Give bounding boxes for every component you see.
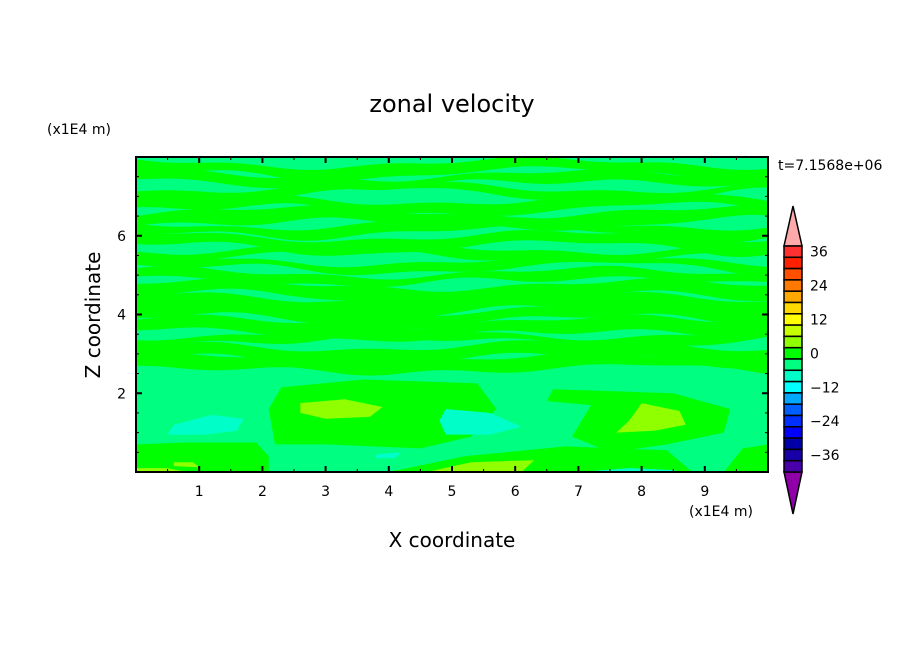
colorbar-swatch: [783, 335, 803, 349]
colorbar-swatch: [783, 358, 803, 372]
colorbar-tick-label: −12: [810, 380, 840, 396]
x-axis-label: X coordinate: [389, 528, 516, 552]
colorbar-swatch: [783, 290, 803, 304]
colorbar-swatch: [783, 256, 803, 270]
contour-band-positive: [136, 217, 768, 243]
contour-band-positive: [136, 302, 768, 329]
colorbar-swatch: [783, 369, 803, 383]
contour-band-positive: [136, 253, 768, 278]
colorbar-swatch: [783, 414, 803, 428]
x-unit-label: (x1E4 m): [689, 504, 753, 520]
colorbar-tick-label: 0: [810, 346, 819, 362]
y-tick-label: 2: [117, 386, 126, 402]
x-tick-label: 3: [321, 484, 330, 500]
contour-band-positive: [136, 265, 768, 288]
contour-band-positive: [136, 326, 768, 347]
contour-region: [723, 444, 768, 472]
x-tick-label: 6: [511, 484, 520, 500]
chart-title: zonal velocity: [369, 90, 534, 118]
colorbar-tick-label: 24: [810, 279, 828, 295]
y-tick-label: 4: [117, 308, 126, 324]
y-axis-label: Z coordinate: [81, 252, 105, 379]
colorbar-swatch: [783, 346, 803, 360]
axis-ticks: 1 2 3 4 5 6 7 8 9 2 4 6: [117, 156, 769, 500]
colorbar-swatch: [783, 267, 803, 281]
contour-region: [616, 403, 686, 433]
contour-band-positive: [136, 194, 768, 216]
x-tick-label: 1: [195, 484, 204, 500]
contour-region: [173, 462, 200, 468]
x-tick-label: 8: [637, 484, 646, 500]
x-tick-label: 5: [448, 484, 457, 500]
contour-band-positive: [136, 168, 768, 190]
colorbar-tick-label: −24: [810, 414, 840, 430]
contour-region: [136, 442, 269, 472]
contour-layer: [136, 157, 768, 472]
colorbar-swatch: [783, 324, 803, 338]
x-tick-label: 7: [574, 484, 583, 500]
time-label: t=7.1568e+06: [778, 158, 882, 174]
contour-band-positive: [136, 351, 768, 376]
contour-region: [300, 399, 383, 419]
colorbar-swatch: [783, 426, 803, 439]
colorbar-swatch: [783, 437, 803, 451]
contour-region: [439, 409, 522, 435]
contour-field: [136, 157, 768, 472]
contour-band-positive: [136, 157, 768, 185]
x-tick-label: 4: [384, 484, 393, 500]
colorbar-swatch: [783, 380, 803, 394]
colorbar-swatch: [783, 448, 803, 462]
colorbar-tick-label: 12: [810, 312, 828, 328]
colorbar-over-arrow: [783, 205, 803, 247]
colorbar-swatch: [783, 279, 803, 292]
contour-band-positive: [136, 277, 768, 306]
contour-region: [167, 414, 244, 435]
colorbar-swatch: [783, 313, 803, 326]
colorbar-swatch: [783, 245, 803, 259]
colorbar-tick-label: 36: [810, 245, 828, 261]
y-unit-label: (x1E4 m): [47, 122, 111, 138]
colorbar-swatch: [783, 301, 803, 315]
colorbar-swatch: [783, 459, 803, 473]
contour-region: [376, 452, 402, 459]
contour-region: [268, 379, 497, 449]
colorbar: 36 24 12 0 −12 −24 −36: [783, 205, 840, 515]
x-tick-label: 2: [258, 484, 267, 500]
contour-region: [426, 460, 535, 472]
contour-band-positive: [136, 241, 768, 262]
y-tick-label: 6: [117, 229, 126, 245]
colorbar-swatch: [783, 403, 803, 417]
colorbar-under-arrow: [783, 471, 803, 515]
colorbar-swatch: [783, 392, 803, 405]
colorbar-tick-label: −36: [810, 448, 840, 464]
x-tick-label: 9: [700, 484, 709, 500]
contour-band-positive: [136, 205, 768, 231]
